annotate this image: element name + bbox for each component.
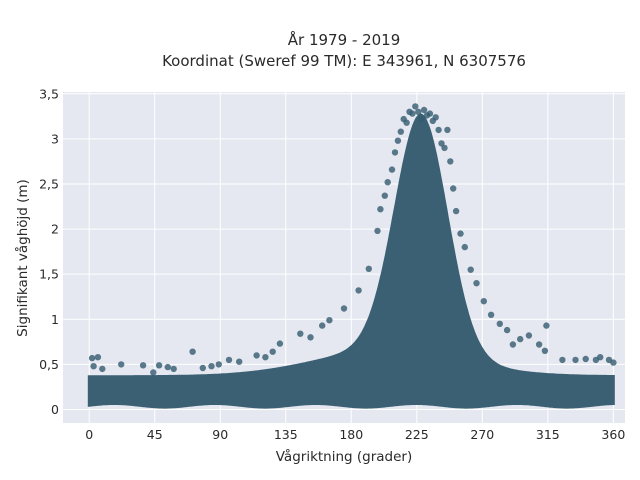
- data-point: [164, 363, 171, 371]
- data-point: [543, 322, 550, 329]
- y-tick-label: 0: [51, 402, 59, 417]
- y-tick-label: 2,5: [39, 176, 59, 191]
- x-tick-label: 90: [212, 427, 228, 442]
- data-point: [432, 114, 439, 121]
- data-point: [118, 361, 125, 368]
- data-point: [199, 364, 206, 372]
- chart-title: År 1979 - 2019: [288, 30, 401, 49]
- data-point: [340, 305, 348, 312]
- data-point: [236, 358, 243, 365]
- data-point: [365, 265, 372, 272]
- data-point: [435, 126, 442, 134]
- data-point: [253, 352, 260, 359]
- data-point: [457, 230, 464, 237]
- data-point: [225, 356, 233, 364]
- data-point: [276, 340, 284, 347]
- data-point: [155, 362, 163, 369]
- data-point: [597, 354, 604, 361]
- point-cloud: [87, 113, 615, 409]
- data-point: [381, 192, 388, 199]
- y-tick-label: 1: [51, 312, 59, 327]
- data-point: [307, 334, 314, 341]
- data-point: [297, 330, 304, 337]
- data-point: [208, 363, 215, 370]
- data-point: [355, 287, 362, 294]
- data-point: [391, 149, 399, 156]
- data-point: [610, 359, 617, 366]
- data-point: [412, 103, 419, 110]
- data-point: [88, 354, 96, 362]
- data-point: [403, 119, 410, 126]
- data-point: [444, 126, 451, 134]
- data-point: [447, 158, 454, 165]
- data-point: [503, 326, 511, 334]
- data-point: [139, 362, 147, 369]
- data-point: [467, 266, 474, 273]
- x-tick-label: 135: [274, 427, 298, 442]
- data-point: [541, 347, 549, 354]
- data-point: [90, 363, 97, 370]
- data-point: [517, 335, 524, 343]
- data-point: [326, 317, 333, 324]
- data-point: [426, 110, 434, 117]
- data-point: [388, 166, 396, 173]
- data-point: [394, 137, 402, 144]
- y-axis-title: Signifikant våghöjd (m): [14, 179, 31, 337]
- data-points: [88, 103, 617, 376]
- data-point: [496, 320, 503, 327]
- data-point: [99, 365, 106, 373]
- x-tick-label: 270: [470, 427, 494, 442]
- data-point: [582, 355, 589, 363]
- y-tick-label: 0,5: [39, 357, 59, 372]
- data-point: [452, 207, 460, 215]
- x-tick-label: 45: [147, 427, 163, 442]
- data-point: [487, 311, 495, 318]
- data-point: [415, 108, 422, 116]
- x-tick-label: 0: [85, 427, 93, 442]
- data-point: [189, 348, 196, 355]
- data-point: [461, 243, 468, 251]
- data-point: [509, 341, 517, 348]
- data-point: [409, 110, 416, 117]
- point-cloud-area: [87, 113, 615, 409]
- data-point: [170, 365, 177, 373]
- y-tick-labels: 0 0,5 1 1,5 2 2,5 3 3,5: [39, 86, 59, 417]
- x-tick-label: 315: [536, 427, 560, 442]
- data-point: [418, 115, 425, 123]
- data-point: [420, 106, 428, 114]
- x-tick-labels: 0 45 90 135 180 225 270 315 360: [85, 427, 625, 442]
- data-point: [441, 144, 448, 152]
- data-point: [473, 280, 480, 287]
- data-point: [525, 332, 533, 339]
- data-point: [215, 361, 222, 368]
- data-point: [559, 356, 566, 364]
- data-point: [572, 356, 579, 364]
- data-point: [397, 128, 404, 135]
- data-point: [535, 341, 543, 348]
- data-point: [384, 179, 391, 186]
- chart-subtitle: Koordinat (Sweref 99 TM): E 343961, N 63…: [162, 52, 526, 70]
- data-point: [377, 206, 384, 213]
- data-point: [269, 348, 276, 355]
- y-tick-label: 1,5: [39, 267, 59, 282]
- y-tick-label: 3,5: [39, 86, 59, 101]
- y-tick-label: 2: [51, 222, 59, 237]
- x-tick-label: 225: [405, 427, 429, 442]
- data-point: [150, 369, 157, 376]
- x-tick-label: 360: [601, 427, 625, 442]
- data-point: [94, 354, 102, 361]
- data-point: [480, 298, 487, 305]
- data-point: [262, 354, 269, 361]
- data-point: [438, 140, 445, 147]
- data-point: [374, 227, 381, 235]
- y-tick-label: 3: [51, 131, 59, 146]
- x-axis-title: Vågriktning (grader): [276, 448, 413, 465]
- x-tick-label: 180: [339, 427, 363, 442]
- data-point: [450, 185, 457, 192]
- data-point: [319, 322, 326, 329]
